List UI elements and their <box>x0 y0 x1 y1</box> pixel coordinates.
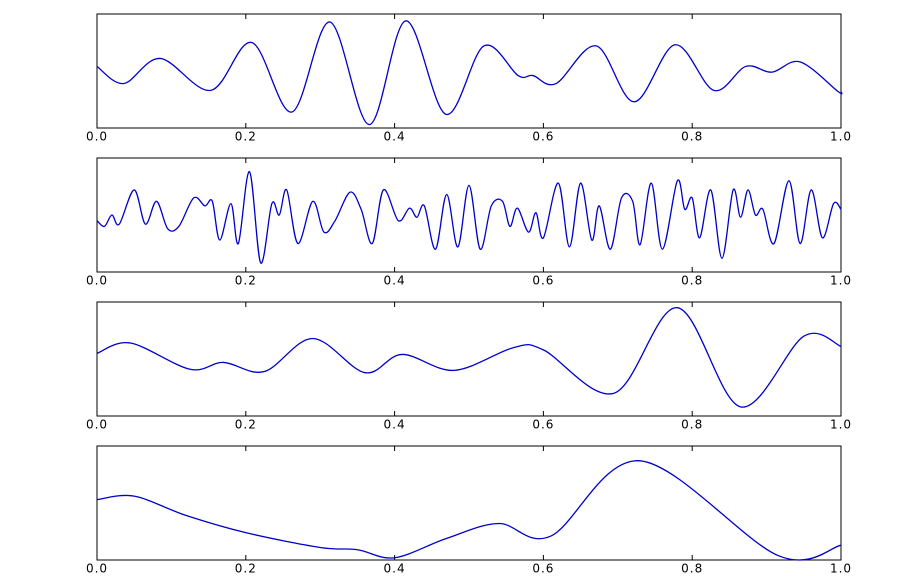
x-tick-label: 0.0 <box>86 274 108 288</box>
x-tick-label: 0.6 <box>532 562 554 576</box>
x-tick-label: 0.2 <box>235 274 257 288</box>
x-tick-label: 0.0 <box>86 562 108 576</box>
plot-frame <box>96 13 842 129</box>
x-tick-label: 0.2 <box>235 130 257 144</box>
data-line <box>96 171 842 264</box>
x-tick-label: 0.0 <box>86 130 108 144</box>
x-tick-label: 0.0 <box>86 418 108 432</box>
plot-frame <box>96 445 842 561</box>
x-tick-label: 0.6 <box>532 130 554 144</box>
plot-frame <box>96 157 842 273</box>
x-tick-label: 1.0 <box>830 418 852 432</box>
x-tick-label: 1.0 <box>830 562 852 576</box>
x-tick-label: 0.6 <box>532 274 554 288</box>
data-line <box>96 307 842 408</box>
x-tick-label: 0.2 <box>235 562 257 576</box>
x-tick-label: 0.6 <box>532 418 554 432</box>
x-tick-label: 0.4 <box>384 418 406 432</box>
x-tick-label: 0.4 <box>384 562 406 576</box>
x-tick-label: 1.0 <box>830 274 852 288</box>
x-tick-label: 0.8 <box>681 130 703 144</box>
data-line <box>96 20 843 126</box>
x-tick-label: 1.0 <box>830 130 852 144</box>
data-line <box>96 460 842 561</box>
x-tick-label: 0.8 <box>681 418 703 432</box>
plot-frame <box>96 301 842 417</box>
x-tick-label: 0.8 <box>681 562 703 576</box>
x-tick-label: 0.4 <box>384 130 406 144</box>
x-tick-label: 0.2 <box>235 418 257 432</box>
x-tick-label: 0.8 <box>681 274 703 288</box>
x-tick-label: 0.4 <box>384 274 406 288</box>
